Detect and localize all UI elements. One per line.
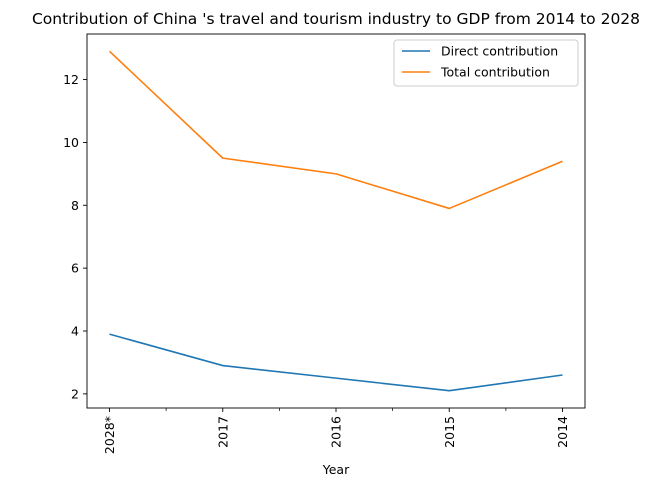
x-axis-label: Year	[322, 462, 350, 477]
y-tick-label: 6	[71, 261, 79, 276]
plot-frame	[86, 33, 586, 409]
plot-area: 2 4 6 8 10 12 2028* 2017 2016 2015 2014 Direct cont…	[63, 33, 586, 454]
x-tick-label: 2015	[442, 416, 457, 448]
x-tick-label: 2028*	[102, 416, 117, 454]
y-tick-label: 12	[63, 72, 79, 87]
x-tick-label: 2016	[329, 416, 344, 448]
legend-label: Total contribution	[440, 65, 550, 80]
y-tick-label: 2	[71, 386, 79, 401]
chart-title: Contribution of China 's travel and tour…	[32, 10, 640, 28]
series-line-0	[109, 333, 563, 392]
y-tick-label: 8	[71, 198, 79, 213]
x-tick-label: 2017	[215, 416, 230, 448]
series-line-1	[108, 50, 563, 210]
y-tick-label: 4	[71, 324, 79, 339]
legend-label: Direct contribution	[441, 44, 558, 59]
y-tick-label: 10	[63, 135, 79, 150]
legend-box	[393, 39, 579, 87]
x-tick-label: 2014	[555, 416, 570, 448]
